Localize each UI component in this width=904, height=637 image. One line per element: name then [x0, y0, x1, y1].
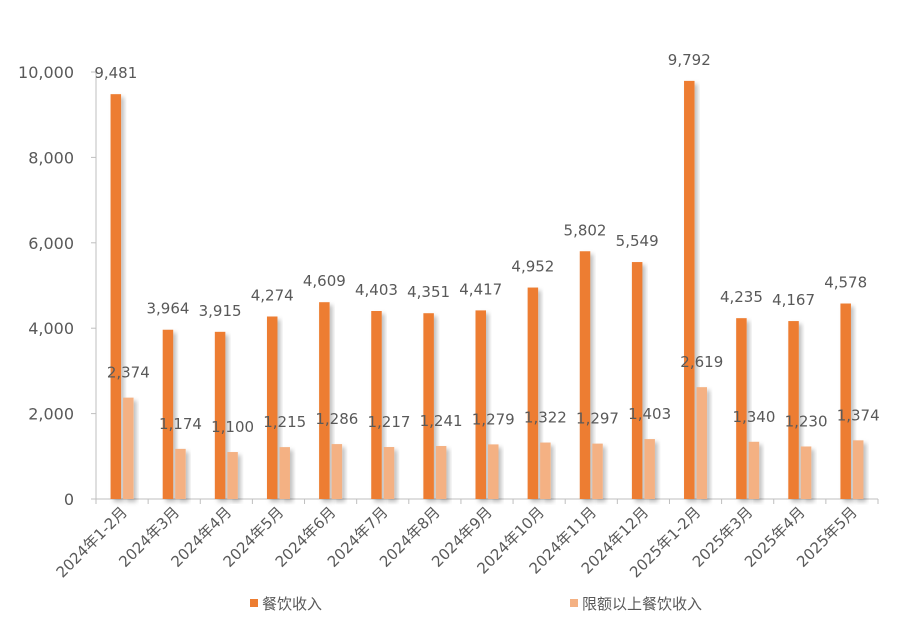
- legend: 餐饮收入 限额以上餐饮收入: [250, 595, 702, 613]
- bar-dining-revenue: [423, 313, 434, 499]
- bar-above-quota-dining-revenue: [331, 444, 343, 499]
- data-label-above-quota-dining-revenue: 1,374: [837, 406, 880, 424]
- bar-dining-revenue: [527, 287, 539, 499]
- y-tick-label: 6,000: [28, 234, 74, 253]
- data-label-dining-revenue: 9,481: [94, 64, 137, 82]
- bar-dining-revenue: [736, 318, 747, 499]
- data-label-dining-revenue: 4,235: [720, 288, 763, 306]
- legend-dining-revenue-swatch: [250, 599, 258, 607]
- bar-above-quota-dining-revenue: [435, 446, 447, 499]
- data-labels-group: 9,481 2,374 3,964 1,174 3,915 1,100 4,274 1,215…: [94, 51, 879, 436]
- bar-above-quota-dining-revenue: [852, 440, 864, 499]
- bar-above-quota-dining-revenue: [279, 447, 290, 499]
- y-tick-label: 4,000: [28, 319, 74, 338]
- data-label-above-quota-dining-revenue: 1,403: [628, 405, 671, 423]
- bar-dining-revenue: [214, 331, 226, 499]
- data-label-above-quota-dining-revenue: 1,215: [263, 413, 306, 431]
- data-label-above-quota-dining-revenue: 2,374: [107, 364, 150, 382]
- data-label-above-quota-dining-revenue: 1,100: [211, 418, 254, 436]
- bar-above-quota-dining-revenue: [227, 452, 238, 499]
- data-label-above-quota-dining-revenue: 1,322: [524, 409, 567, 427]
- data-label-dining-revenue: 5,549: [616, 232, 659, 250]
- data-label-dining-revenue: 4,274: [251, 287, 294, 305]
- data-label-dining-revenue: 4,417: [459, 280, 502, 298]
- legend-dining-revenue-label: 餐饮收入: [262, 595, 322, 613]
- data-label-dining-revenue: 9,792: [668, 51, 711, 69]
- y-tick-label: 8,000: [28, 148, 74, 167]
- bar-dining-revenue: [788, 321, 799, 499]
- bar-dining-revenue: [684, 80, 695, 500]
- data-label-above-quota-dining-revenue: 1,174: [159, 415, 202, 433]
- bar-above-quota-dining-revenue: [123, 397, 134, 499]
- bar-dining-revenue: [162, 329, 174, 499]
- y-tick-label: 10,000: [18, 63, 74, 82]
- x-tick-label: 2024年1-2月: [53, 503, 131, 581]
- bar-dining-revenue: [110, 94, 122, 499]
- y-tick-label: 2,000: [28, 405, 74, 424]
- y-axis: 0 2,000 4,000 6,000 8,000 10,000: [18, 63, 97, 509]
- data-label-above-quota-dining-revenue: 1,230: [785, 412, 828, 430]
- bar-above-quota-dining-revenue: [488, 444, 499, 499]
- data-label-dining-revenue: 4,609: [303, 272, 346, 290]
- bar-above-quota-dining-revenue: [383, 447, 395, 499]
- bar-above-quota-dining-revenue: [592, 443, 603, 499]
- data-label-dining-revenue: 3,964: [146, 300, 189, 318]
- data-label-above-quota-dining-revenue: 1,340: [732, 408, 775, 426]
- legend-above-quota-dining-revenue-label: 限额以上餐饮收入: [582, 595, 702, 613]
- bar-series-group: [110, 80, 864, 500]
- x-axis: 2024年1-2月2024年3月2024年4月2024年5月2024年6月202…: [53, 498, 879, 581]
- bar-above-quota-dining-revenue: [175, 448, 186, 499]
- data-label-dining-revenue: 4,351: [407, 283, 450, 301]
- bar-above-quota-dining-revenue: [540, 442, 551, 499]
- bar-above-quota-dining-revenue: [748, 441, 760, 499]
- bar-dining-revenue: [840, 303, 851, 499]
- data-label-above-quota-dining-revenue: 1,279: [472, 410, 515, 428]
- data-label-dining-revenue: 5,802: [564, 221, 607, 239]
- data-label-above-quota-dining-revenue: 2,619: [680, 353, 723, 371]
- data-label-above-quota-dining-revenue: 1,217: [368, 413, 411, 431]
- bar-above-quota-dining-revenue: [644, 439, 655, 499]
- legend-above-quota-dining-revenue-swatch: [570, 599, 578, 607]
- bar-dining-revenue: [266, 316, 278, 499]
- bar-dining-revenue: [475, 310, 486, 499]
- bar-dining-revenue: [371, 310, 382, 499]
- bar-above-quota-dining-revenue: [696, 387, 708, 499]
- data-label-dining-revenue: 4,578: [824, 274, 867, 292]
- bar-dining-revenue: [319, 302, 330, 499]
- data-label-above-quota-dining-revenue: 1,286: [315, 410, 358, 428]
- bar-dining-revenue: [631, 262, 643, 499]
- bar-above-quota-dining-revenue: [800, 446, 812, 499]
- data-label-dining-revenue: 4,403: [355, 281, 398, 299]
- data-label-dining-revenue: 4,167: [772, 291, 815, 309]
- data-label-dining-revenue: 3,915: [199, 302, 242, 320]
- data-label-above-quota-dining-revenue: 1,241: [420, 412, 463, 430]
- data-label-above-quota-dining-revenue: 1,297: [576, 410, 619, 428]
- y-tick-label: 0: [64, 490, 74, 509]
- bar-dining-revenue: [579, 251, 591, 499]
- data-label-dining-revenue: 4,952: [511, 258, 554, 276]
